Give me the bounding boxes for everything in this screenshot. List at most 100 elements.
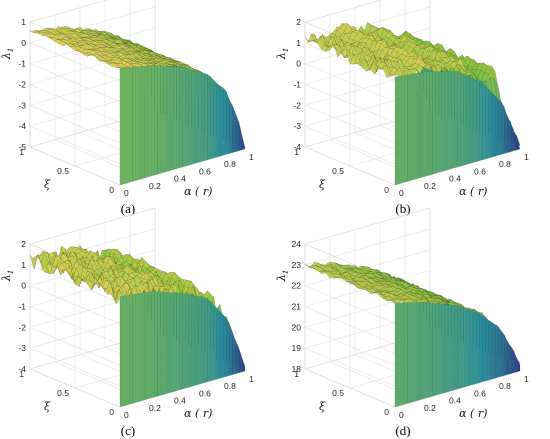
skirt-cell [419,72,424,178]
skirt-cell [132,66,136,182]
skirt-cell [141,292,146,401]
skirt-cell [516,358,521,373]
x-tick-label: 0.2 [424,403,436,413]
x-tick-label: 0.6 [199,166,211,176]
skirt-cell [473,311,477,385]
skirt-cell [488,89,492,159]
skirt-cell [191,295,196,387]
skirt-cell [423,71,427,178]
skirt-cell [485,85,489,160]
skirt-cell [423,302,427,400]
skirt-cell [216,82,221,158]
z-axis-label-subscript: 1 [6,269,15,274]
skirt-cell [151,65,155,177]
z-tick-label: -4 [18,364,26,374]
skirt-cell [485,317,489,382]
x-axis-label: α ( r) [459,185,487,198]
skirt-cell [460,306,464,389]
skirt-cell [507,340,511,375]
skirt-cell [498,98,502,156]
skirt-cell [188,68,192,166]
skirt-cell [213,79,217,159]
skirt-cell [160,292,164,396]
skirt-cell [410,302,414,403]
surface-panel: 24 23 22 21 20 19 18 0 0.2 0.4 0.6 0.8 1 0 0.5 1 α ( r) ξ… [275,207,529,438]
skirt-cell [182,66,186,168]
skirt-cell [160,65,164,174]
skirt-cell [204,73,208,161]
skirt-cell [201,72,205,162]
skirt-cell [238,121,242,151]
z-tick-label: 24 [292,239,302,249]
z-axis-label: λ1 [0,269,15,282]
skirt-cell [154,291,158,398]
z-tick-label: 18 [292,364,302,374]
skirt-cell [207,298,211,382]
z-tick-label: -5 [18,142,26,152]
skirt-cell [166,292,171,394]
y-tick-label: 1 [294,147,299,157]
skirt-cell [210,77,214,160]
skirt-cell [138,66,142,180]
surface-skirt [394,71,521,186]
skirt-cell [460,72,464,167]
x-tick-label: 1 [524,374,529,384]
y-gridline [304,22,431,148]
skirt-cell [469,310,474,386]
skirt-cell [513,351,517,373]
x-tick-label: 1 [249,152,254,162]
skirt-cell [501,102,505,155]
skirt-cell [141,65,146,179]
y-gridline [29,22,156,148]
skirt-cell [198,296,202,385]
skirt-cell [513,129,517,151]
skirt-cell [223,88,227,156]
x-tick-label: 0.6 [199,388,211,398]
skirt-cell [451,71,455,169]
skirt-cell [201,296,205,384]
z-tick-label: -3 [18,343,26,353]
skirt-cell [494,325,499,379]
skirt-cell [504,109,508,154]
skirt-cell [435,71,439,174]
skirt-cell [232,106,236,153]
skirt-cell [179,66,183,169]
x-tick-label: 0.4 [449,396,461,406]
skirt-cell [482,314,486,382]
y-tick-label: 1 [19,369,24,379]
skirt-cell [119,67,124,186]
y-tick-label: 0 [384,407,389,417]
skirt-cell [438,71,442,173]
y-axis-label: ξ [44,400,51,413]
skirt-cell [135,293,139,403]
y-tick-label: 0 [109,407,114,417]
skirt-cell [419,302,424,400]
surface-panel: 2 1 0 -1 -2 -3 -4 0 0.2 0.4 0.6 0.8 1 0 0.5 1 α ( r) ξ λ1 (… [0,207,254,438]
skirt-cell [173,66,177,170]
y-axis-label: ξ [319,178,326,191]
x-tick-label: 0.4 [449,174,461,184]
z-tick-label: -2 [293,100,301,110]
skirt-cell [401,75,405,184]
z-tick-label: 0 [21,281,26,291]
skirt-cell [204,297,208,383]
surface-skirt [394,302,521,408]
skirt-cell [413,73,417,180]
x-tick-label: 0.8 [499,381,511,391]
x-tick-label: 0.8 [499,159,511,169]
z-tick-label: 1 [296,38,301,48]
skirt-cell [448,304,452,392]
skirt-cell [210,301,214,382]
skirt-cell [119,295,124,408]
skirt-cell [216,308,221,380]
skirt-cell [444,71,449,171]
skirt-cell [394,76,399,186]
y-tick-label: 1 [19,147,24,157]
skirt-cell [235,114,239,152]
x-axis-label: α ( r) [459,407,487,420]
skirt-cell [144,292,149,400]
skirt-cell [226,91,230,155]
z-tick-label: 22 [292,281,302,291]
skirt-cell [494,95,499,157]
